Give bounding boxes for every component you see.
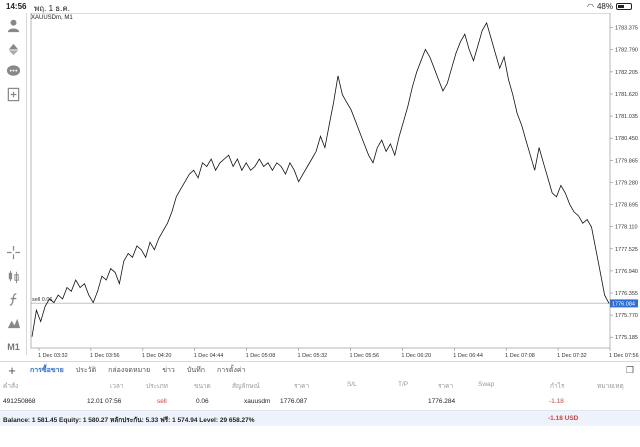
- tab-history[interactable]: ประวัติ: [75, 366, 97, 374]
- col-type: ประเภท: [146, 383, 168, 390]
- x-tick-label: 1 Dec 05:08: [246, 353, 276, 359]
- row-symbol: xauusdm: [244, 398, 271, 405]
- total-profit: -1.18 USD: [548, 415, 579, 422]
- price-chart[interactable]: 1783.375 1782.790 1782.205 1781.620 1781.035…: [27, 13, 640, 361]
- new-chart-icon[interactable]: [4, 85, 23, 104]
- row-open-price: 1776.087: [280, 398, 308, 405]
- tab-settings[interactable]: การตั้งค่า: [216, 366, 246, 374]
- terminal-tabs: + การซื้อขาย ประวัติ กล่องจดหมาย ข่าว บั…: [0, 361, 640, 378]
- battery-percent: 48%: [596, 2, 613, 11]
- col-profit: กำไร: [550, 383, 565, 390]
- col-comment: หมายเหตุ: [597, 383, 624, 390]
- layout-icon[interactable]: ❐: [625, 365, 634, 375]
- price-chart-svg[interactable]: 1783.375 1782.790 1782.205 1781.620 1781.035…: [27, 13, 640, 361]
- tab-trade[interactable]: การซื้อขาย: [30, 366, 64, 374]
- chart-symbol-label: XAUUSDm, M1: [31, 15, 73, 21]
- crosshair-icon[interactable]: [4, 243, 23, 262]
- col-size: ขนาด: [194, 383, 211, 390]
- tab-news[interactable]: ข่าว: [162, 366, 175, 374]
- chart-toolbar: M1: [0, 13, 27, 355]
- plot-frame: [30, 13, 611, 349]
- x-tick-label: 1 Dec 03:32: [38, 353, 68, 359]
- current-price-label: 1776.084: [612, 301, 635, 307]
- timeframe-button[interactable]: M1: [7, 341, 20, 352]
- chart-type-icon[interactable]: [4, 267, 23, 286]
- indicator-icon[interactable]: [4, 290, 23, 309]
- x-tick-label: 1 Dec 07:08: [505, 353, 535, 359]
- status-right: ◠ 48%: [587, 2, 632, 11]
- x-tick-label: 1 Dec 03:56: [90, 353, 120, 359]
- status-date: พฤ. 1 ธ.ค.: [34, 4, 70, 13]
- col-price: ราคา: [294, 383, 310, 390]
- order-line-label: sell 0.06: [32, 297, 53, 303]
- col-order: คำสั่ง: [3, 383, 19, 390]
- x-tick-label: 1 Dec 07:32: [557, 353, 587, 359]
- y-tick-label: 1781.620: [615, 92, 638, 98]
- y-tick-label: 1782.205: [615, 70, 638, 76]
- objects-icon[interactable]: [4, 313, 23, 332]
- y-tick-label: 1780.450: [615, 136, 638, 142]
- row-order: 491250868: [3, 398, 36, 405]
- x-tick-label: 1 Dec 07:56: [609, 353, 639, 359]
- wifi-icon: ◠: [587, 2, 594, 11]
- x-tick-label: 1 Dec 05:32: [298, 353, 328, 359]
- price-series-line: [31, 21, 610, 337]
- balance-summary: Balance: 1 581.45 Equity: 1 580.27 หลักป…: [3, 417, 255, 424]
- chat-icon[interactable]: [4, 62, 23, 81]
- account-icon[interactable]: [4, 16, 23, 35]
- y-tick-label: 1779.280: [615, 180, 638, 186]
- x-tick-label: 1 Dec 05:56: [349, 353, 379, 359]
- y-tick-label: 1776.940: [615, 269, 638, 275]
- y-tick-label: 1776.355: [615, 291, 638, 297]
- y-tick-label: 1781.035: [615, 114, 638, 120]
- y-tick-label: 1783.375: [615, 26, 638, 32]
- col-swap: Swap: [478, 381, 495, 388]
- table-header: คำสั่ง เวลา ประเภท ขนาด สัญลักษณ์ ราคา S…: [0, 378, 640, 392]
- col-symbol: สัญลักษณ์: [232, 383, 260, 390]
- row-size: 0.06: [196, 398, 209, 405]
- col-sl: S/L: [347, 381, 357, 388]
- col-time: เวลา: [110, 383, 124, 390]
- tab-mailbox[interactable]: กล่องจดหมาย: [108, 366, 151, 374]
- x-tick-label: 1 Dec 04:44: [194, 353, 224, 359]
- y-tick-label: 1777.525: [615, 247, 638, 253]
- row-type: sell: [157, 398, 167, 405]
- y-tick-label: 1779.865: [615, 158, 638, 164]
- x-tick-label: 1 Dec 06:44: [453, 353, 483, 359]
- add-icon[interactable]: +: [8, 362, 16, 378]
- y-tick-label: 1775.770: [615, 313, 638, 319]
- row-price: 1776.284: [428, 398, 456, 405]
- row-time: 12.01 07:56: [87, 398, 122, 405]
- col-current-price: ราคา: [438, 383, 454, 390]
- x-tick-label: 1 Dec 04:20: [142, 353, 172, 359]
- y-tick-label: 1782.790: [615, 48, 638, 54]
- battery-icon: [616, 3, 632, 10]
- trade-icon[interactable]: [4, 39, 23, 58]
- x-tick-label: 1 Dec 06:20: [401, 353, 431, 359]
- col-tp: T/P: [398, 381, 409, 388]
- current-price-box: [610, 299, 638, 308]
- status-time: 14:56: [6, 2, 27, 11]
- status-bar: 14:56 พฤ. 1 ธ.ค. ◠ 48%: [0, 0, 640, 13]
- row-profit: -1.18: [549, 398, 564, 405]
- tab-journal[interactable]: บันทึก: [186, 366, 205, 374]
- table-row[interactable]: 491250868 12.01 07:56 sell 0.06 xauusdm …: [0, 395, 640, 409]
- balance-bar: Balance: 1 581.45 Equity: 1 580.27 หลักป…: [0, 410, 640, 426]
- y-tick-label: 1778.695: [615, 203, 638, 209]
- y-tick-label: 1775.185: [615, 335, 638, 341]
- y-tick-label: 1778.110: [615, 225, 638, 231]
